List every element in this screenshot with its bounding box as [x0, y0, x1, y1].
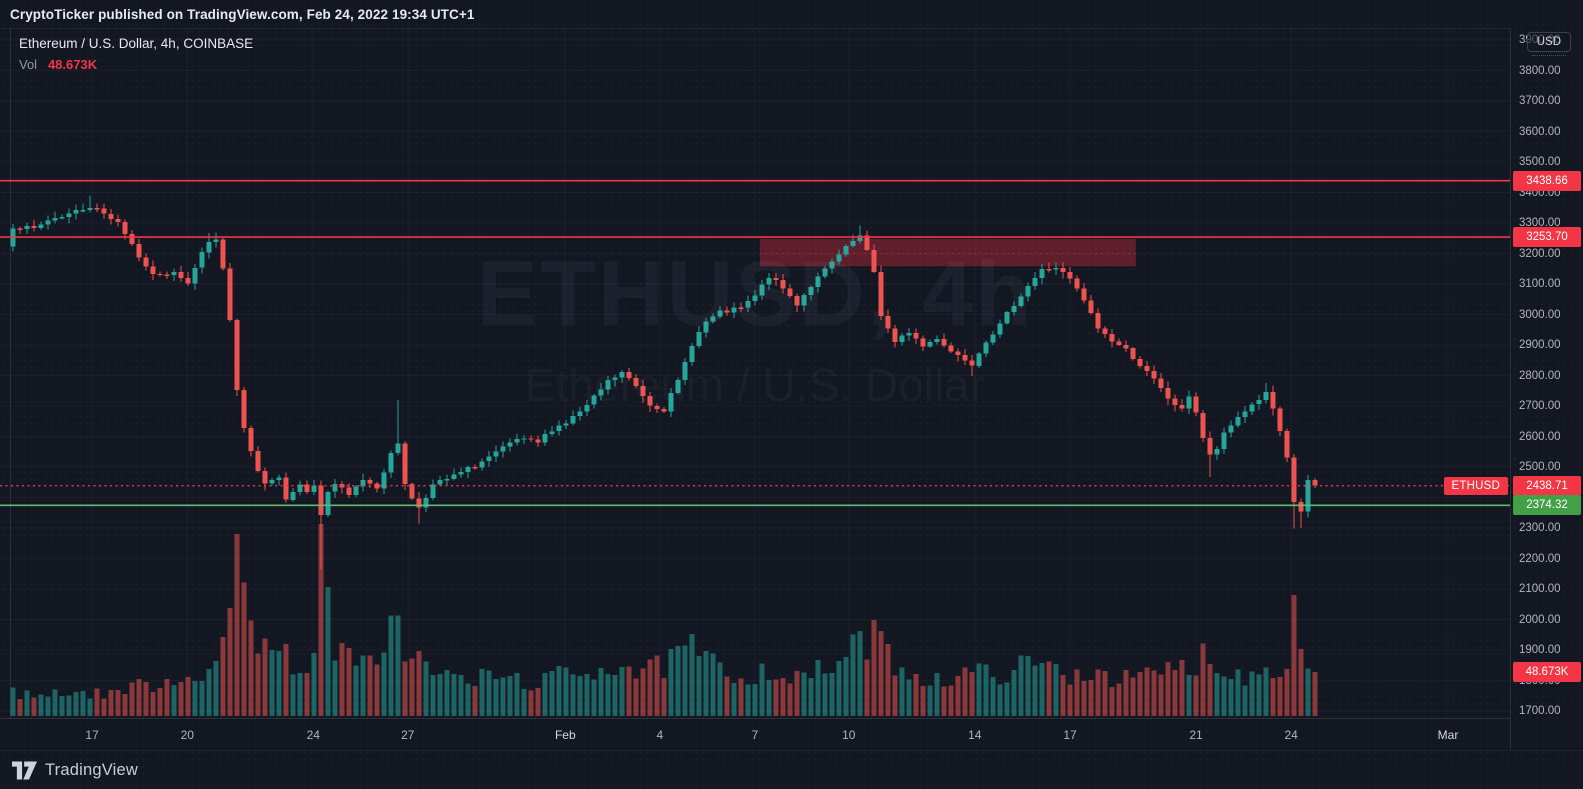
price-tick-label: 2600.00 — [1519, 430, 1561, 443]
volume-value: 48.673K — [47, 57, 98, 73]
price-tick-label: 2800.00 — [1519, 369, 1561, 382]
price-tick-label: 2700.00 — [1519, 400, 1561, 412]
last-price-price-tag: 2438.71 — [1513, 475, 1581, 496]
time-tick-label: 10 — [842, 728, 856, 742]
tradingview-logo[interactable]: TradingView — [12, 761, 138, 780]
chart-pane[interactable] — [0, 28, 1510, 719]
price-tick-label: 2900.00 — [1519, 339, 1561, 351]
price-tick-label: 3000.00 — [1519, 308, 1561, 321]
price-tick-label: 2100.00 — [1519, 583, 1561, 595]
resistance-1-price-tag: 3438.66 — [1513, 170, 1581, 191]
tradingview-brand-text: TradingView — [45, 761, 138, 779]
price-tick-label: 3300.00 — [1519, 217, 1561, 229]
publish-banner-text: CryptoTicker published on TradingView.co… — [10, 6, 475, 22]
grid — [0, 28, 1510, 718]
time-tick-label: 17 — [85, 728, 99, 742]
price-tick-label: 2500.00 — [1519, 461, 1561, 473]
footer: TradingView — [0, 750, 1583, 789]
legend-symbol-title[interactable]: Ethereum / U.S. Dollar, 4h, COINBASE — [19, 36, 254, 51]
price-tick-label: 1900.00 — [1519, 644, 1561, 656]
time-tick-label: 20 — [180, 728, 194, 742]
publish-banner: CryptoTicker published on TradingView.co… — [0, 0, 1583, 28]
price-tick-label: 2000.00 — [1519, 613, 1561, 626]
price-tick-label: 2300.00 — [1519, 522, 1561, 534]
time-tick-label: 17 — [1063, 728, 1077, 742]
time-tick-label: 21 — [1189, 728, 1203, 742]
chart-pane-left-border — [10, 28, 11, 718]
price-axis[interactable]: USD 3900.003800.003700.003600.003500.003… — [1510, 28, 1583, 750]
time-tick-label: 24 — [306, 728, 320, 742]
resistance-2-price-tag: 3253.70 — [1513, 227, 1581, 248]
time-tick-label-month: Feb — [554, 728, 576, 742]
price-tick-label: 3700.00 — [1519, 95, 1561, 107]
time-axis[interactable]: 17 20 24 27 Feb 4 7 10 14 17 21 24 Mar — [0, 718, 1510, 751]
price-tick-label: 2200.00 — [1519, 552, 1561, 565]
time-tick-label: 14 — [968, 728, 982, 742]
time-tick-label: 27 — [401, 728, 415, 742]
time-tick-label-month: Mar — [1437, 728, 1459, 742]
price-tick-label: 3500.00 — [1519, 156, 1561, 168]
price-tick-label: 3600.00 — [1519, 125, 1561, 138]
volume-label: Vol — [19, 57, 38, 73]
support-1-price-tag: 2374.32 — [1513, 495, 1581, 516]
legend-volume-row: Vol 48.673K — [19, 55, 253, 75]
price-tick-label: 1700.00 — [1519, 705, 1561, 717]
volume-value-tag: 48.673K — [1513, 662, 1581, 682]
time-tick-label: 4 — [656, 728, 664, 742]
last-price-symbol-tag: ETHUSD — [1443, 477, 1508, 495]
time-tick-label: 24 — [1284, 728, 1298, 742]
chart-legend[interactable]: Ethereum / U.S. Dollar, 4h, COINBASE Vol… — [19, 34, 253, 75]
supply-zone[interactable] — [759, 238, 1136, 267]
volume-bars — [10, 524, 1318, 716]
price-tick-label: 3800.00 — [1519, 64, 1561, 77]
candlesticks — [10, 195, 1318, 570]
currency-toggle-button[interactable]: USD — [1526, 32, 1571, 56]
price-tick-label: 3200.00 — [1519, 247, 1561, 260]
time-tick-label: 7 — [751, 728, 759, 742]
tradingview-logo-icon — [12, 761, 37, 780]
price-tick-label: 3100.00 — [1519, 278, 1561, 290]
